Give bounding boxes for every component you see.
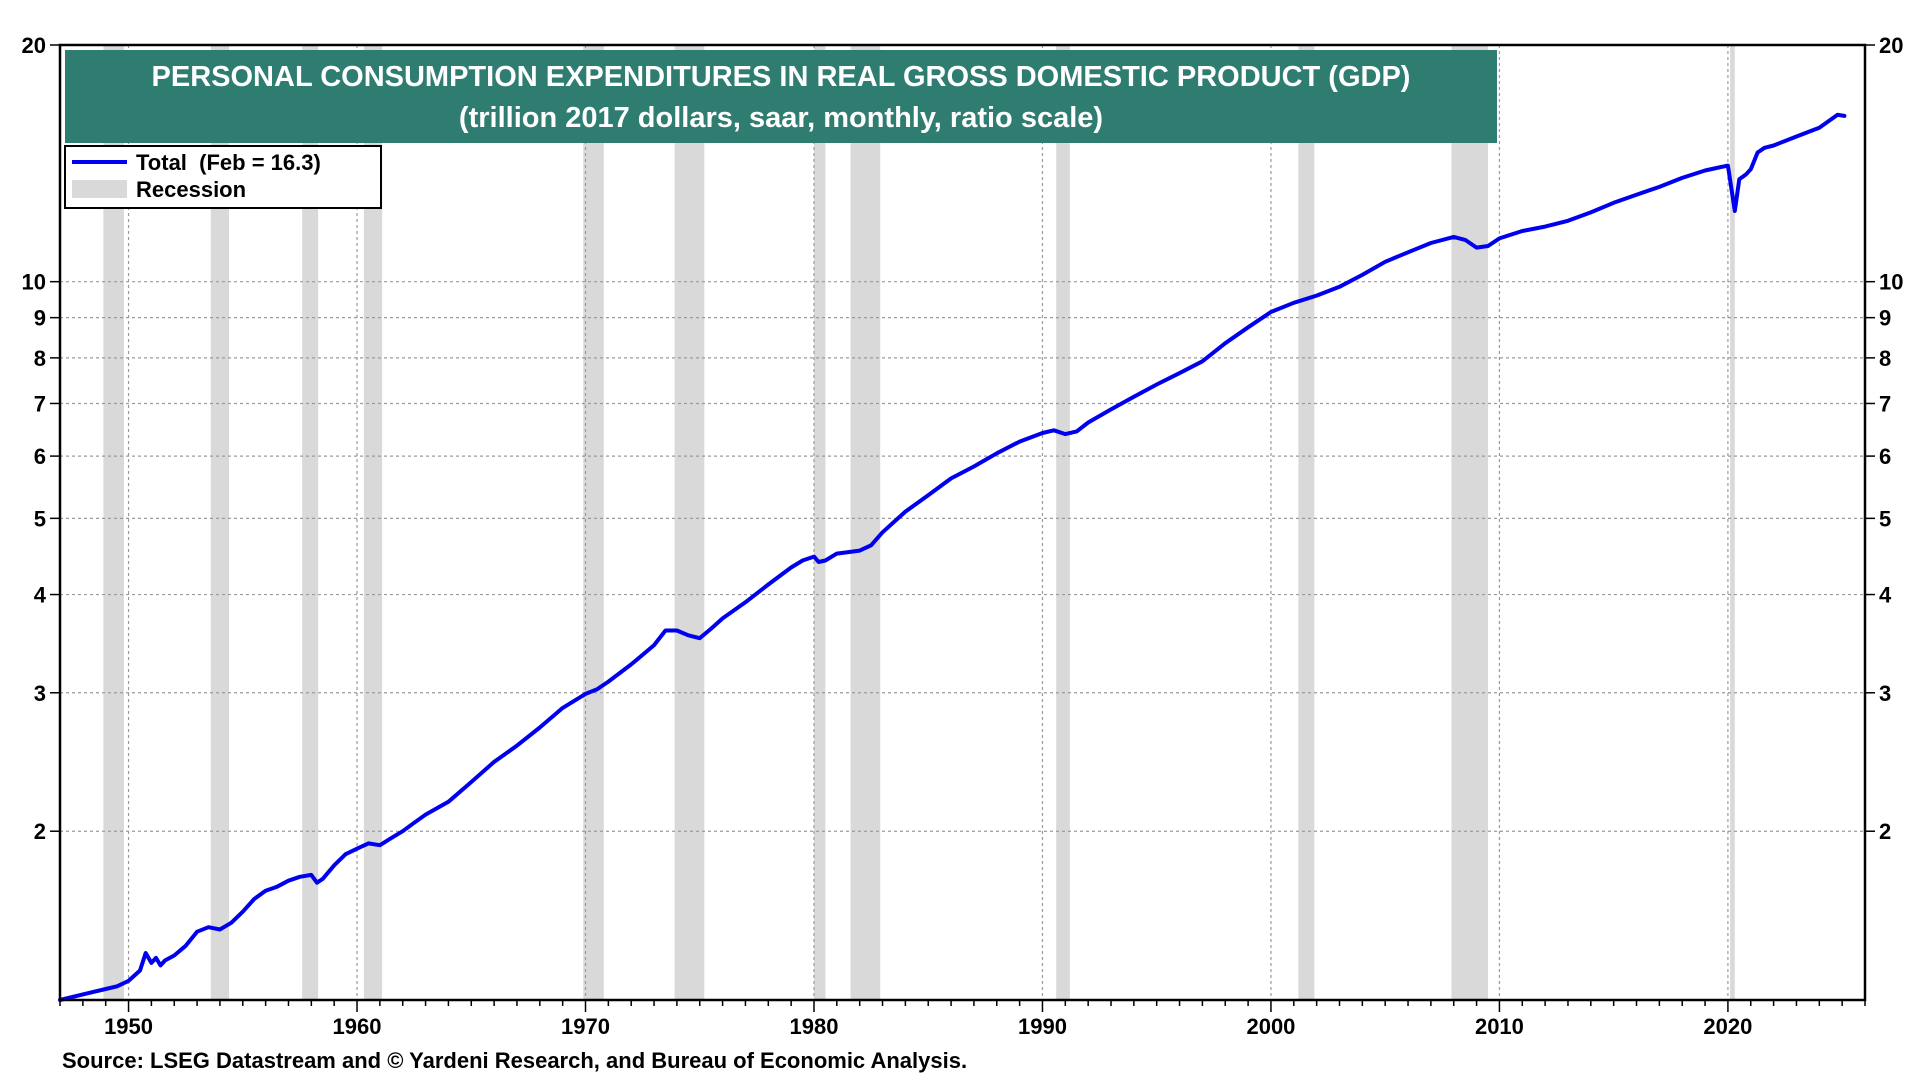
recession-band-3 <box>363 45 383 1000</box>
y-right-label-8: 8 <box>1879 346 1891 371</box>
legend: Total (Feb = 16.3) Recession <box>64 145 382 209</box>
title-background <box>65 50 1497 143</box>
recession-band-4 <box>583 45 604 1000</box>
y-left-label-20: 20 <box>22 33 46 58</box>
y-left-label-3: 3 <box>34 681 46 706</box>
recession-band-6 <box>813 45 826 1000</box>
y-axis-right: 2 3 4 5 6 7 8 9 10 20 <box>1865 33 1903 844</box>
source-note: Source: LSEG Datastream and © Yardeni Re… <box>62 1048 967 1073</box>
y-left-label-4: 4 <box>34 583 47 608</box>
recession-bands <box>103 45 1735 1000</box>
recession-band-11 <box>1730 45 1735 1000</box>
series-layer <box>58 112 1847 1002</box>
x-tick-label-1980: 1980 <box>790 1014 839 1039</box>
recession-band-5 <box>674 45 705 1000</box>
y-left-label-9: 9 <box>34 306 46 331</box>
gridlines <box>60 45 1865 1000</box>
y-right-label-7: 7 <box>1879 391 1891 416</box>
x-tick-label-2010: 2010 <box>1475 1014 1524 1039</box>
chart-title: PERSONAL CONSUMPTION EXPENDITURES IN REA… <box>152 61 1411 93</box>
x-tick-label-1970: 1970 <box>561 1014 610 1039</box>
recession-band-8 <box>1056 45 1070 1000</box>
title-box: PERSONAL CONSUMPTION EXPENDITURES IN REA… <box>65 50 1497 143</box>
recession-band-1 <box>210 45 230 1000</box>
recession-band-7 <box>850 45 881 1000</box>
y-left-label-5: 5 <box>34 506 46 531</box>
x-tick-label-1990: 1990 <box>1018 1014 1067 1039</box>
series-line-total <box>58 112 1847 1002</box>
y-right-label-5: 5 <box>1879 506 1891 531</box>
legend-recession-swatch <box>72 180 127 198</box>
y-right-label-6: 6 <box>1879 444 1891 469</box>
y-left-label-10: 10 <box>22 270 46 295</box>
y-left-label-7: 7 <box>34 391 46 416</box>
y-left-label-2: 2 <box>34 819 46 844</box>
recession-band-10 <box>1451 45 1489 1000</box>
y-right-label-10: 10 <box>1879 270 1903 295</box>
y-left-label-6: 6 <box>34 444 46 469</box>
x-tick-label-1960: 1960 <box>333 1014 382 1039</box>
y-left-label-8: 8 <box>34 346 46 371</box>
x-tick-label-2000: 2000 <box>1246 1014 1295 1039</box>
legend-label-recession: Recession <box>136 177 246 202</box>
recession-band-0 <box>103 45 124 1000</box>
legend-label-total: Total (Feb = 16.3) <box>136 150 321 175</box>
y-right-label-4: 4 <box>1879 583 1892 608</box>
y-right-label-20: 20 <box>1879 33 1903 58</box>
chart-subtitle: (trillion 2017 dollars, saar, monthly, r… <box>459 102 1103 134</box>
recession-band-9 <box>1298 45 1315 1000</box>
recession-band-2 <box>302 45 319 1000</box>
x-tick-label-2020: 2020 <box>1703 1014 1752 1039</box>
y-axis-left: 2 3 4 5 6 7 8 9 10 20 <box>22 33 60 844</box>
x-axis: 1950 1960 1970 1980 1990 2000 2010 2020 <box>59 1000 1866 1039</box>
y-right-label-3: 3 <box>1879 681 1891 706</box>
y-right-label-2: 2 <box>1879 819 1891 844</box>
plot-frame <box>58 43 1867 1002</box>
x-tick-label-1950: 1950 <box>104 1014 153 1039</box>
y-right-label-9: 9 <box>1879 306 1891 331</box>
